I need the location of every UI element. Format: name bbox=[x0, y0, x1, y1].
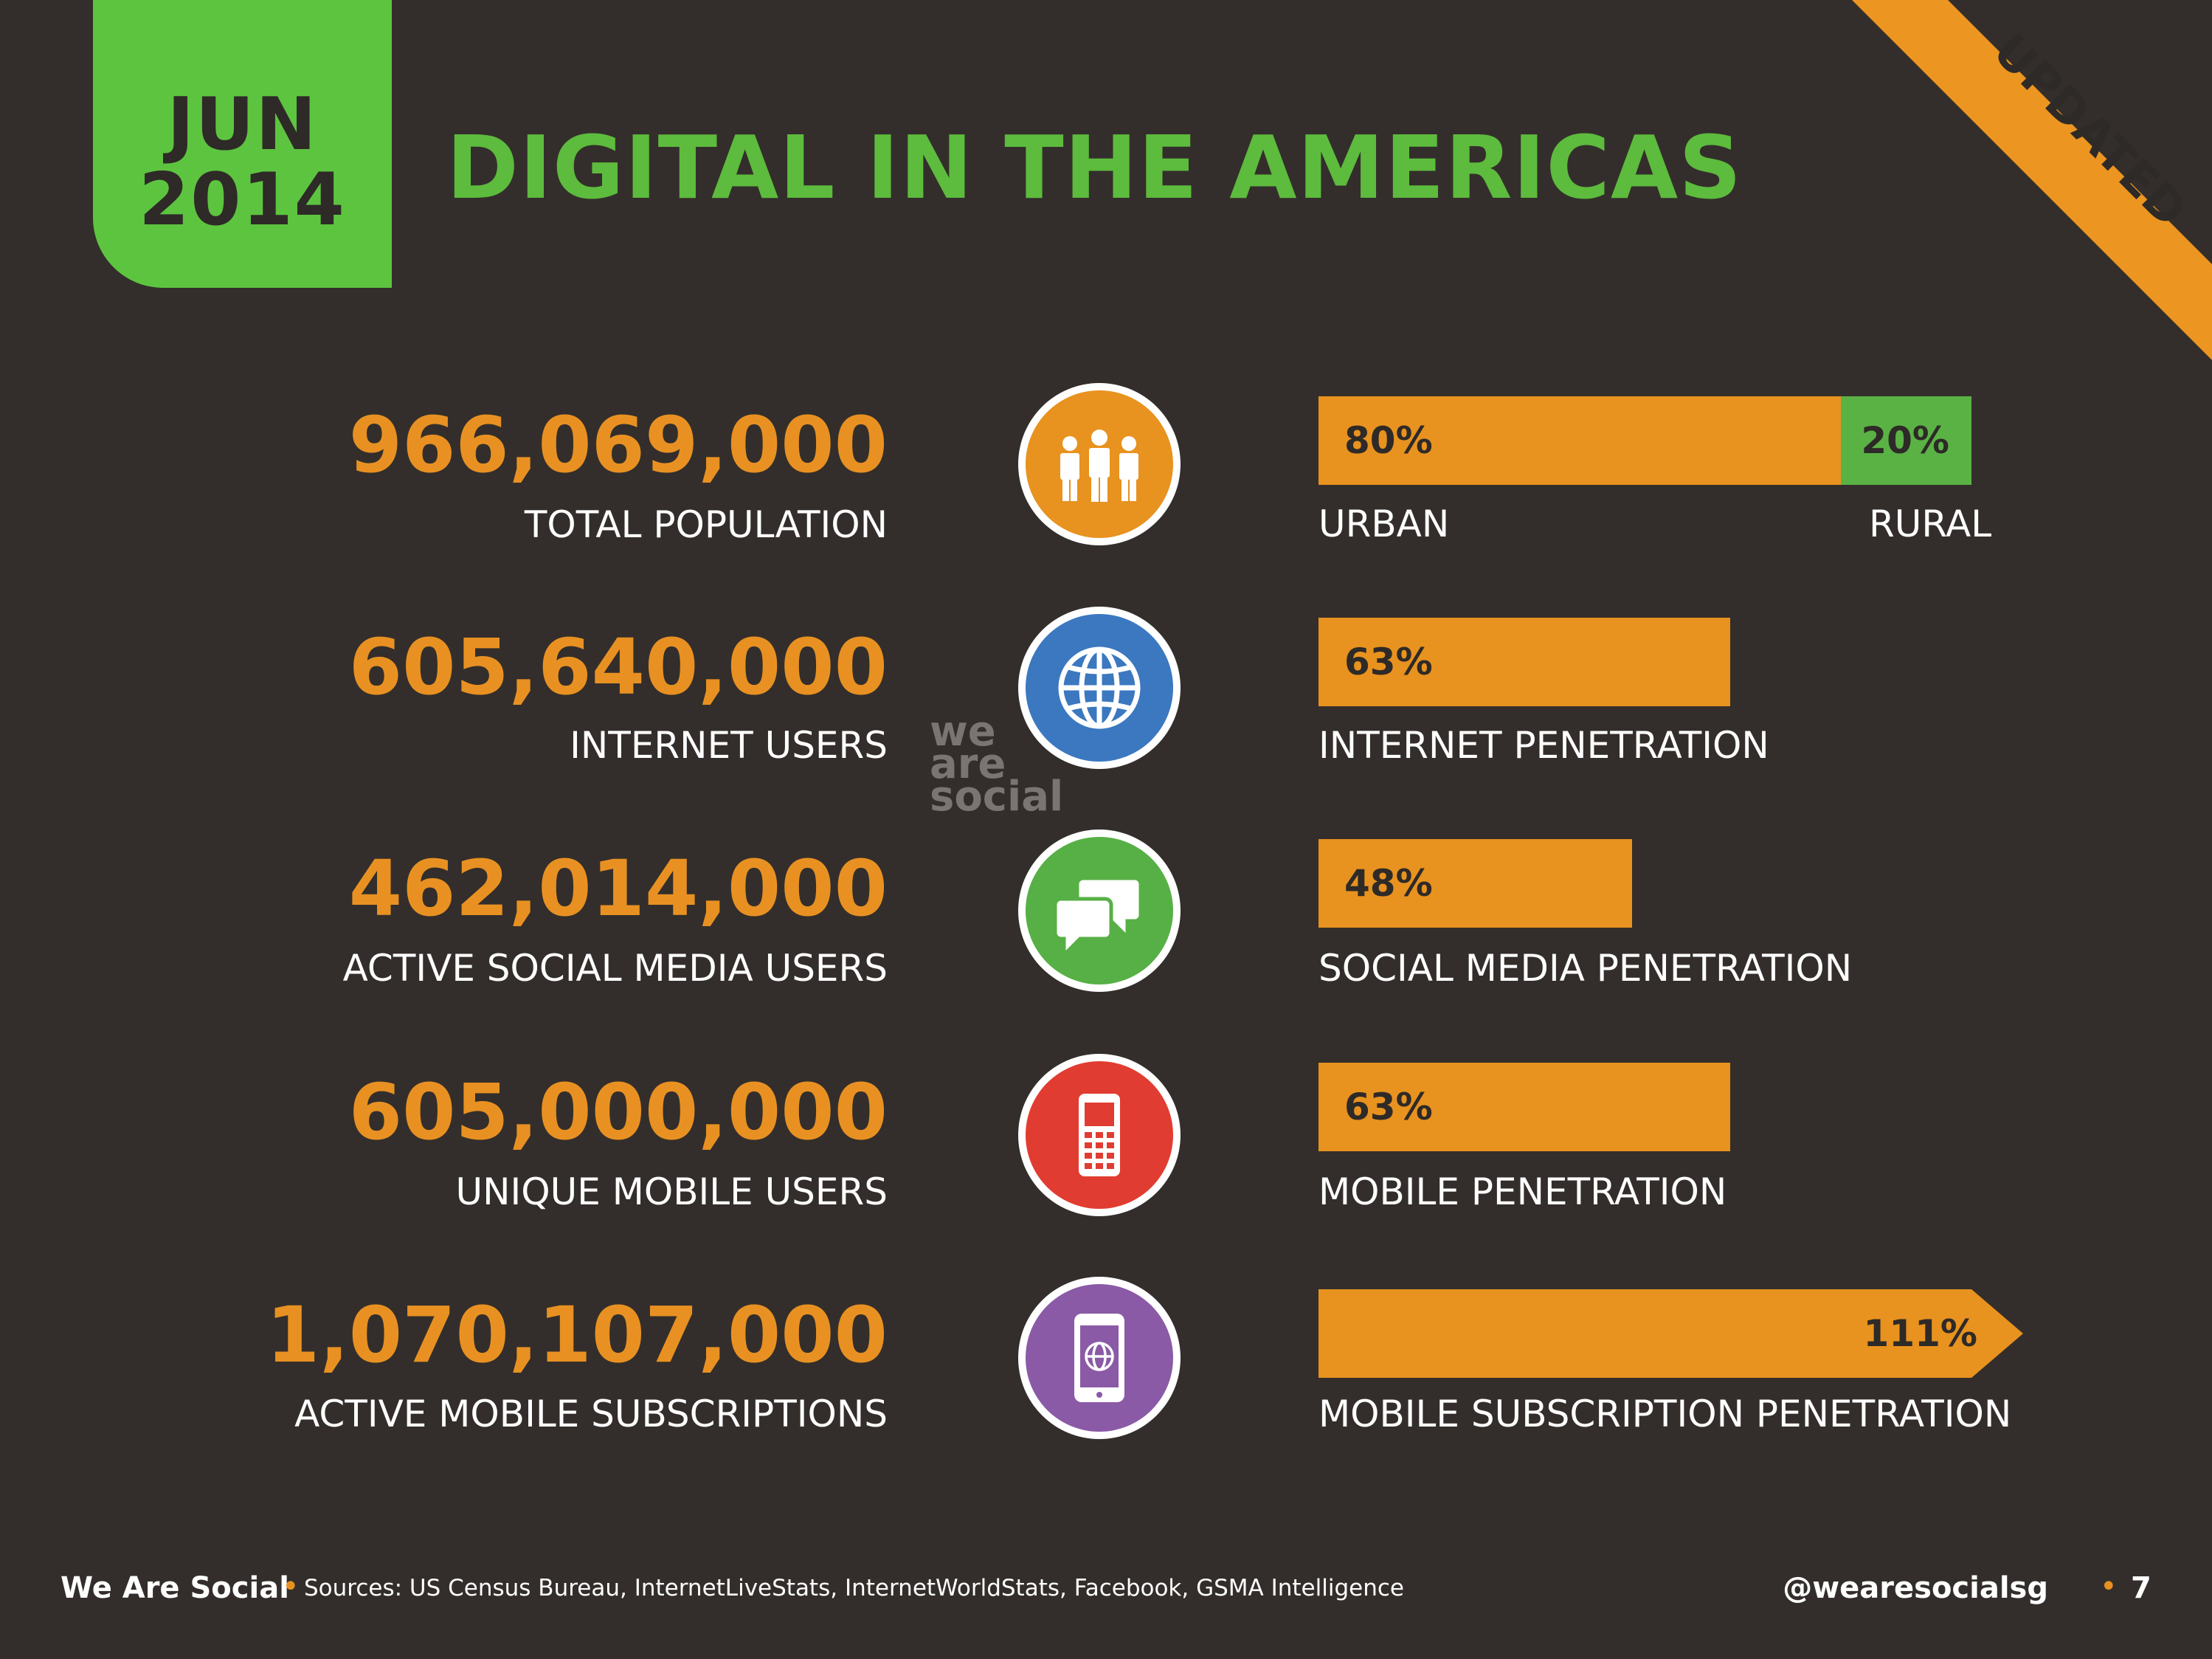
footer-brand: We Are Social bbox=[61, 1571, 289, 1605]
smartphone-globe-icon bbox=[1074, 1314, 1124, 1402]
watermark-logo: we are social bbox=[930, 708, 1064, 821]
bar-internet bbox=[1318, 618, 1730, 706]
footer-separator: • bbox=[282, 1570, 300, 1604]
bar-urban bbox=[1318, 396, 1841, 485]
bar-track-internet: 63% bbox=[1318, 618, 1971, 706]
bar-rural bbox=[1841, 396, 1971, 485]
watermark-line: social bbox=[930, 773, 1064, 821]
footer-handle: @wearesocialsg bbox=[1783, 1571, 2048, 1605]
subscriptions-icon-badge bbox=[1018, 1277, 1181, 1439]
mobile-icon-badge bbox=[1018, 1054, 1181, 1216]
bar-social bbox=[1318, 839, 1632, 928]
internet-icon-badge bbox=[1018, 607, 1181, 769]
bar-label-urban: 80% bbox=[1344, 419, 1433, 462]
stat-label: UNIQUE MOBILE USERS bbox=[455, 1170, 888, 1213]
stat-value: 605,000,000 bbox=[348, 1067, 888, 1157]
watermark-line: we bbox=[930, 708, 996, 756]
bar-label: 111% bbox=[1863, 1312, 1977, 1355]
bar-caption-rural: RURAL bbox=[1869, 503, 1992, 545]
stat-label: INTERNET USERS bbox=[570, 724, 888, 767]
watermark-line: are bbox=[930, 740, 1006, 788]
mobile-phone-icon bbox=[1079, 1094, 1120, 1176]
bar-label-rural: 20% bbox=[1861, 419, 1949, 462]
bar-caption: SOCIAL MEDIA PENETRATION bbox=[1318, 947, 1853, 990]
date-year: 2014 bbox=[139, 158, 346, 242]
people-icon bbox=[1060, 430, 1138, 502]
bar-mobile bbox=[1318, 1063, 1730, 1151]
bar-label: 63% bbox=[1344, 641, 1433, 683]
date-badge: JUN 2014 bbox=[93, 0, 392, 288]
stat-label: TOTAL POPULATION bbox=[524, 503, 888, 546]
bar-caption: MOBILE SUBSCRIPTION PENETRATION bbox=[1318, 1393, 2012, 1435]
globe-icon bbox=[1058, 646, 1141, 729]
bar-track-social: 48% bbox=[1318, 839, 1971, 928]
footer-sources: Sources: US Census Bureau, InternetLiveS… bbox=[304, 1575, 1404, 1601]
bar-track-mobile: 63% bbox=[1318, 1063, 1971, 1151]
stat-label: ACTIVE MOBILE SUBSCRIPTIONS bbox=[294, 1393, 888, 1435]
bar-caption-urban: URBAN bbox=[1318, 503, 1450, 545]
stat-value: 462,014,000 bbox=[348, 844, 888, 934]
bar-subscriptions bbox=[1318, 1289, 2023, 1378]
chat-bubbles-icon bbox=[1053, 876, 1143, 960]
population-icon-badge bbox=[1018, 383, 1181, 545]
stat-label: ACTIVE SOCIAL MEDIA USERS bbox=[342, 947, 888, 990]
bar-caption: MOBILE PENETRATION bbox=[1318, 1170, 1727, 1213]
page-title: DIGITAL IN THE AMERICAS bbox=[446, 117, 1743, 218]
social-icon-badge bbox=[1018, 830, 1181, 992]
bar-track-population: 80% 20% bbox=[1318, 396, 1971, 485]
bar-label: 63% bbox=[1344, 1086, 1433, 1128]
date-month: JUN bbox=[167, 83, 318, 167]
bar-label: 48% bbox=[1344, 862, 1433, 905]
footer-separator: • bbox=[2100, 1570, 2118, 1604]
stat-value: 605,640,000 bbox=[348, 622, 888, 712]
bar-caption: INTERNET PENETRATION bbox=[1318, 724, 1769, 767]
stat-value: 966,069,000 bbox=[348, 400, 888, 490]
stat-value: 1,070,107,000 bbox=[266, 1290, 888, 1380]
page-number: 7 bbox=[2131, 1571, 2151, 1605]
